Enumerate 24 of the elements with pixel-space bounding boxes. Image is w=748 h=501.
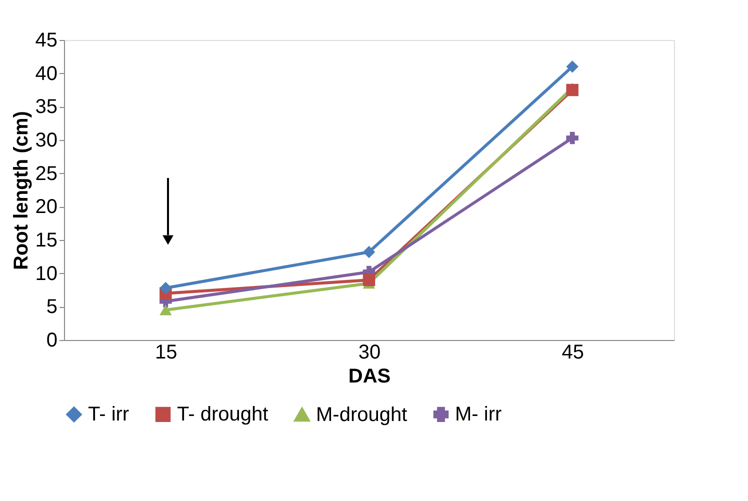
x-tick-label: 15	[155, 342, 178, 364]
x-tick-label: 30	[358, 342, 381, 364]
y-tick-label: 35	[35, 96, 58, 118]
point	[160, 282, 172, 294]
point	[362, 246, 376, 258]
legend-label: T- drought	[177, 403, 269, 426]
legend-label: M-drought	[316, 404, 408, 426]
point	[566, 84, 578, 96]
y-tick-label: 30	[35, 130, 58, 152]
y-tick-label: 15	[35, 230, 58, 252]
legend-label: T- irr	[88, 403, 130, 426]
y-tick-label: 45	[35, 30, 58, 52]
legend-label: M- irr	[455, 403, 502, 426]
x-axis-title: DAS	[348, 366, 391, 388]
point	[566, 60, 578, 73]
y-tick-label: 20	[35, 196, 58, 218]
y-axis-title: Root length (cm)	[10, 111, 32, 270]
y-tick-label: 0	[46, 330, 58, 352]
point	[566, 132, 578, 144]
y-tick-label: 25	[35, 162, 58, 185]
x-tick-label: 45	[562, 342, 584, 364]
y-tick-label: 10	[35, 262, 58, 285]
y-tick-label: 5	[46, 296, 58, 318]
y-tick-label: 40	[35, 62, 58, 85]
